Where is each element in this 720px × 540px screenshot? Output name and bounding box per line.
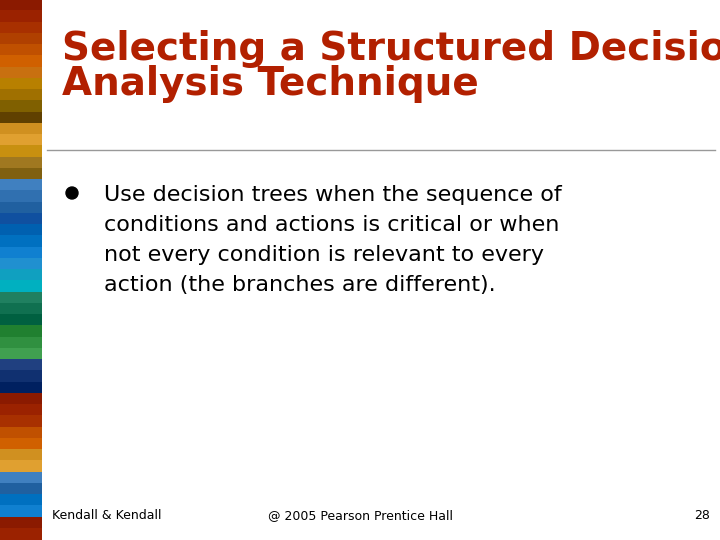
Bar	[0, 483, 42, 495]
Bar	[0, 370, 42, 382]
Bar	[0, 393, 42, 405]
Bar	[0, 78, 42, 90]
Text: Use decision trees when the sequence of: Use decision trees when the sequence of	[104, 185, 562, 205]
Bar	[0, 258, 42, 270]
Bar	[0, 505, 42, 517]
Bar	[0, 427, 42, 438]
Bar	[0, 111, 42, 124]
Circle shape	[66, 187, 78, 199]
Bar	[0, 0, 42, 11]
Bar	[0, 179, 42, 191]
Text: Selecting a Structured Decision: Selecting a Structured Decision	[62, 30, 720, 68]
Bar	[0, 157, 42, 168]
Bar	[0, 460, 42, 472]
Bar	[0, 213, 42, 225]
Bar	[0, 100, 42, 112]
Bar	[0, 201, 42, 214]
Bar	[0, 22, 42, 33]
Bar	[0, 168, 42, 180]
Bar	[0, 280, 42, 293]
Bar	[0, 269, 42, 281]
Bar	[0, 123, 42, 135]
Text: Kendall & Kendall: Kendall & Kendall	[52, 509, 161, 522]
Text: action (the branches are different).: action (the branches are different).	[104, 275, 495, 295]
Bar	[0, 415, 42, 428]
Bar	[0, 404, 42, 416]
Bar	[0, 145, 42, 158]
Bar	[0, 528, 42, 540]
Bar	[0, 471, 42, 484]
Text: 28: 28	[694, 509, 710, 522]
Bar	[0, 494, 42, 507]
Bar	[0, 134, 42, 146]
Bar	[0, 314, 42, 326]
Bar	[0, 224, 42, 237]
Bar	[0, 359, 42, 372]
Bar	[0, 55, 42, 68]
Bar	[0, 33, 42, 45]
Bar	[0, 303, 42, 315]
Bar	[0, 66, 42, 79]
Bar	[0, 292, 42, 303]
Bar	[0, 348, 42, 360]
Bar	[0, 10, 42, 23]
Bar	[0, 381, 42, 394]
Bar	[0, 89, 42, 102]
Bar	[0, 325, 42, 338]
Text: conditions and actions is critical or when: conditions and actions is critical or wh…	[104, 215, 559, 235]
Text: Analysis Technique: Analysis Technique	[62, 65, 479, 103]
Bar	[0, 336, 42, 349]
Text: @ 2005 Pearson Prentice Hall: @ 2005 Pearson Prentice Hall	[268, 509, 452, 522]
Bar	[0, 235, 42, 247]
Bar	[0, 438, 42, 450]
Bar	[0, 516, 42, 529]
Bar	[0, 190, 42, 202]
Text: not every condition is relevant to every: not every condition is relevant to every	[104, 245, 544, 265]
Bar	[0, 246, 42, 259]
Bar	[0, 449, 42, 461]
Bar	[0, 44, 42, 56]
